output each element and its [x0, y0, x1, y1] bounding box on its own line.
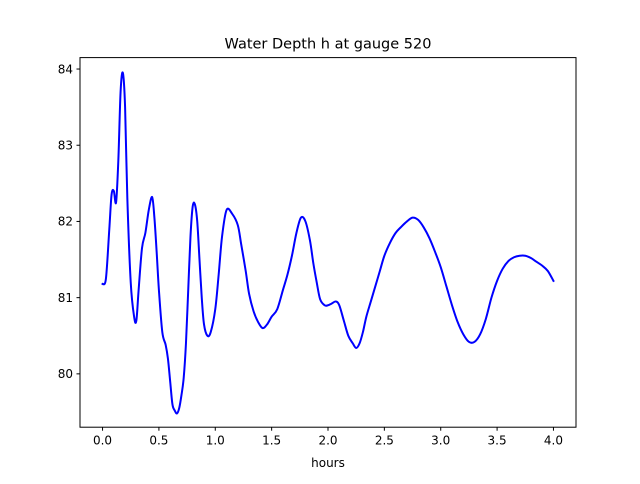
x-axis: 0.0 0.5 1.0 1.5 2.0 2.5 3.0 3.5 4.0	[93, 427, 563, 448]
y-tick-label: 82	[58, 215, 73, 229]
x-tick-label: 3.0	[431, 434, 450, 448]
x-tick-label: 1.0	[206, 434, 225, 448]
x-tick-label: 3.5	[488, 434, 507, 448]
x-tick-label: 2.5	[375, 434, 394, 448]
y-tick-label: 80	[58, 367, 73, 381]
x-tick-label: 0.5	[149, 434, 168, 448]
x-tick-label: 0.0	[93, 434, 112, 448]
x-axis-label: hours	[311, 456, 345, 470]
plot-area	[101, 71, 555, 415]
y-tick-label: 83	[58, 139, 73, 153]
axes-frame	[79, 57, 577, 428]
y-tick-label: 84	[58, 62, 73, 76]
y-axis: 80 81 82 83 84	[58, 62, 80, 381]
x-tick-label: 2.0	[318, 434, 337, 448]
y-tick-label: 81	[58, 291, 73, 305]
x-tick-label: 4.0	[544, 434, 563, 448]
series-line-0	[101, 71, 555, 415]
chart-title: Water Depth h at gauge 520	[225, 37, 432, 53]
x-tick-label: 1.5	[262, 434, 281, 448]
